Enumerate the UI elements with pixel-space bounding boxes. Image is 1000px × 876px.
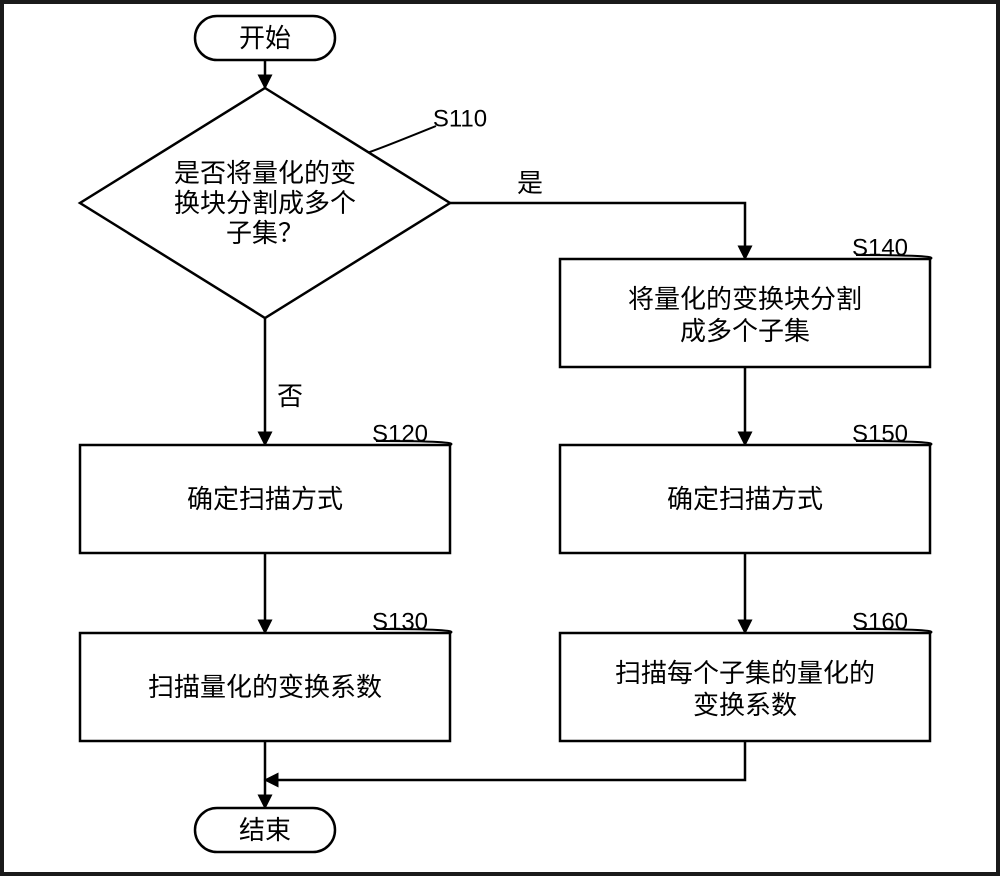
ref-label: S150	[852, 420, 908, 447]
page-border	[2, 2, 998, 874]
node-label-line: 扫描量化的变换系数	[148, 672, 382, 702]
ref-label: S130	[372, 608, 428, 635]
ref-label: S120	[372, 420, 428, 447]
node-label-line: 是否将量化的变	[174, 158, 356, 188]
ref-label: S160	[852, 608, 908, 635]
node-label-line: 扫描每个子集的量化的	[615, 658, 875, 688]
node-label-line: 确定扫描方式	[667, 484, 823, 514]
ref-label: S110	[433, 105, 487, 132]
node-label-line: 将量化的变换块分割	[628, 284, 862, 314]
flowchart-canvas: 否 是 开始是否将量化的变换块分割成多个子集？ S110 确定扫描方式 S120 扫描量化的…	[0, 0, 1000, 876]
node-label-line: 成多个子集	[680, 316, 810, 346]
node-decision: 是否将量化的变换块分割成多个子集？ S110	[80, 88, 487, 318]
ref-leader	[369, 126, 436, 152]
node-label-line: 确定扫描方式	[187, 484, 343, 514]
node-label-line: 变换系数	[693, 690, 797, 720]
node-label-line: 换块分割成多个	[174, 188, 356, 218]
edge	[265, 741, 745, 780]
node-label: 开始	[239, 23, 291, 53]
node-start: 开始	[195, 16, 335, 60]
ref-label: S140	[852, 234, 908, 261]
edge-label: 否	[277, 381, 303, 411]
node-end: 结束	[195, 808, 335, 852]
node-label-line: 子集？	[226, 218, 304, 248]
edge-label: 是	[517, 168, 543, 198]
edge	[450, 203, 745, 259]
node-label: 结束	[239, 815, 291, 845]
